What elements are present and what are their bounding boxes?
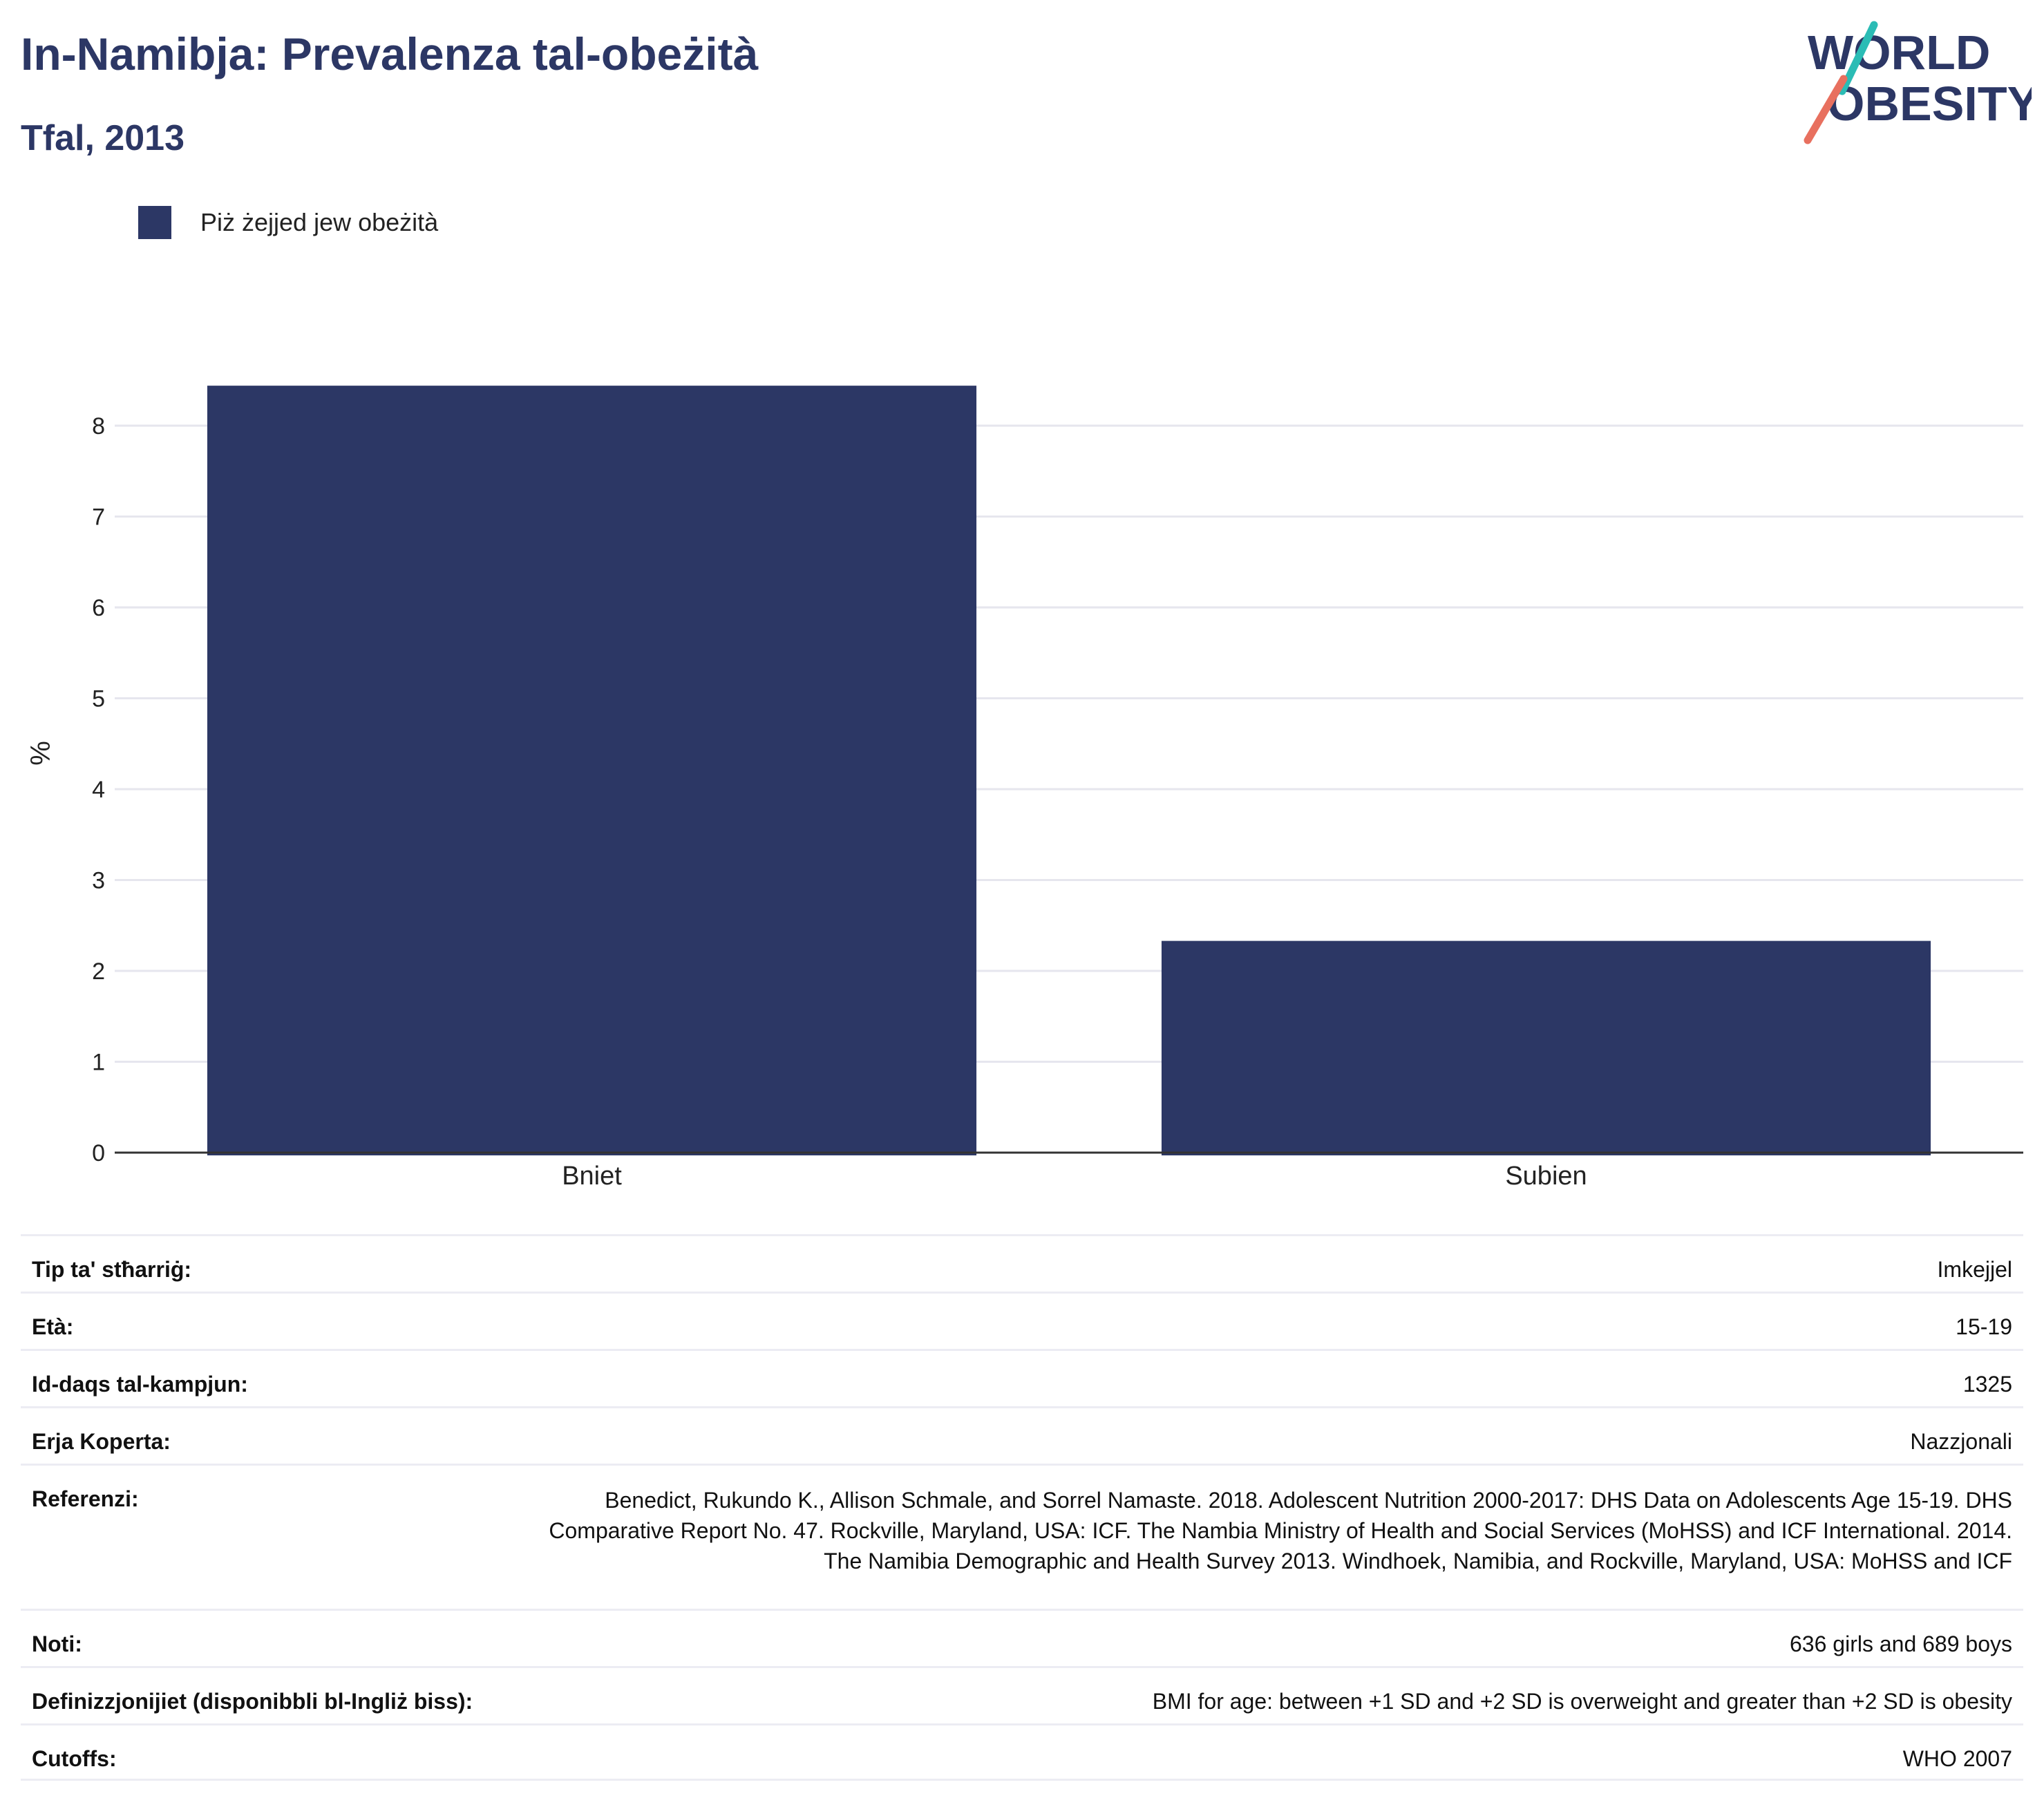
logo-line-1: WORLD <box>1808 26 1990 79</box>
y-tick-label: 4 <box>92 777 105 803</box>
details-label: Età: <box>32 1314 74 1339</box>
page-title: In-Namibja: Prevalenza tal-obeżità <box>21 28 759 79</box>
details-value: WHO 2007 <box>1902 1746 2012 1771</box>
y-axis-title: % <box>26 741 56 766</box>
details-value: 15-19 <box>1956 1314 2012 1339</box>
world-obesity-logo: WORLD OBESITY <box>1797 19 2032 151</box>
page-subtitle: Tfal, 2013 <box>21 118 185 158</box>
details-row: Noti: 636 girls and 689 boys <box>21 1609 2023 1666</box>
details-row: Referenzi: Benedict, Rukundo K., Allison … <box>21 1464 2023 1609</box>
y-tick-label: 2 <box>92 958 105 985</box>
details-label: Tip ta' stħarriġ: <box>32 1257 192 1282</box>
logo-line-2: OBESITY <box>1827 77 2032 131</box>
details-row: Tip ta' stħarriġ: Imkejjel <box>21 1234 2023 1292</box>
y-tick-label: 1 <box>92 1050 105 1076</box>
details-label: Definizzjonijiet (disponibbli bl-Ingliż … <box>32 1689 473 1714</box>
x-tick-label: Subien <box>1505 1162 1587 1191</box>
y-tick-label: 0 <box>92 1140 105 1166</box>
y-tick-label: 5 <box>92 686 105 712</box>
details-label: Noti: <box>32 1631 82 1656</box>
legend-label: Piż żejjed jew obeżità <box>200 208 439 236</box>
bar <box>1161 940 1931 1155</box>
details-label: Cutoffs: <box>32 1746 117 1771</box>
y-tick-label: 3 <box>92 868 105 894</box>
details-row: Definizzjonijiet (disponibbli bl-Ingliż … <box>21 1666 2023 1723</box>
details-value: Nazzjonali <box>1910 1429 2012 1454</box>
details-row: Id-daqs tal-kampjun: 1325 <box>21 1349 2023 1406</box>
bar <box>207 386 977 1155</box>
details-label: Id-daqs tal-kampjun: <box>32 1372 248 1397</box>
details-row: Cutoffs: WHO 2007 <box>21 1723 2023 1781</box>
details-value: 636 girls and 689 boys <box>1790 1631 2012 1656</box>
details-value: Imkejjel <box>1937 1257 2012 1282</box>
bar-chart: 0 1 2 3 4 5 6 7 8 Bniet Subien% <box>26 386 2023 1191</box>
legend-swatch <box>138 206 171 239</box>
x-tick-label: Bniet <box>562 1162 622 1191</box>
y-tick-label: 6 <box>92 595 105 621</box>
details-value: BMI for age: between +1 SD and +2 SD is … <box>1152 1689 2012 1714</box>
logo-coral-slash <box>1804 75 1848 144</box>
y-tick-label: 7 <box>92 504 105 531</box>
y-tick-label: 8 <box>92 413 105 439</box>
details-label: Erja Koperta: <box>32 1429 171 1454</box>
legend: Piż żejjed jew obeżità <box>138 206 438 239</box>
details-label: Referenzi: <box>32 1486 139 1511</box>
details-row: Età: 15-19 <box>21 1292 2023 1349</box>
details-row: Erja Koperta: Nazzjonali <box>21 1406 2023 1464</box>
details-value: 1325 <box>1962 1372 2012 1397</box>
details-table: Tip ta' stħarriġ: Imkejjel Età: 15-19 Id-daq… <box>21 1234 2023 1781</box>
logo-teal-slash <box>1838 21 1878 95</box>
details-value: Benedict, Rukundo K., Allison Schmale, a… <box>549 1488 2012 1573</box>
